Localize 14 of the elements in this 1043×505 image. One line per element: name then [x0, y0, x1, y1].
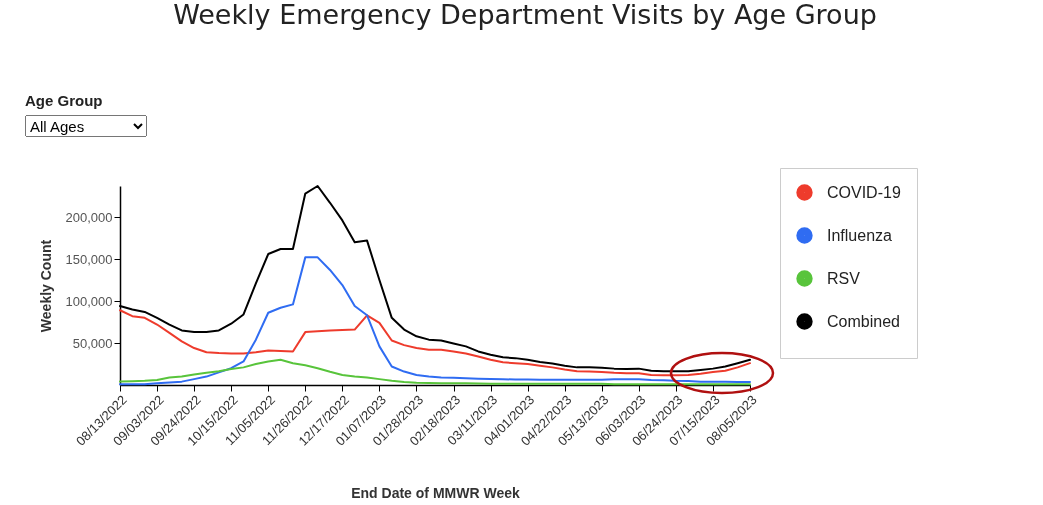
legend-label: Combined [827, 312, 900, 330]
y-tick-label: 50,000 [72, 335, 113, 351]
legend-label: RSV [827, 269, 861, 287]
text: Age Group [25, 92, 104, 109]
y-axis-title: Weekly Count [37, 239, 54, 333]
legend-label: COVID-19 [827, 183, 901, 201]
x-axis-title: End Date of MMWR Week [351, 484, 520, 501]
y-tick-label: 200,000 [65, 209, 113, 225]
legend-label: Influenza [827, 226, 893, 244]
dropdown: All Ages [25, 115, 147, 137]
y-tick-label: 150,000 [65, 251, 113, 267]
line-series [119, 309, 751, 377]
chart-title: Weekly Emergency Department Visits by Age Group [173, 0, 877, 30]
y-tick-label: 100,000 [65, 293, 113, 309]
